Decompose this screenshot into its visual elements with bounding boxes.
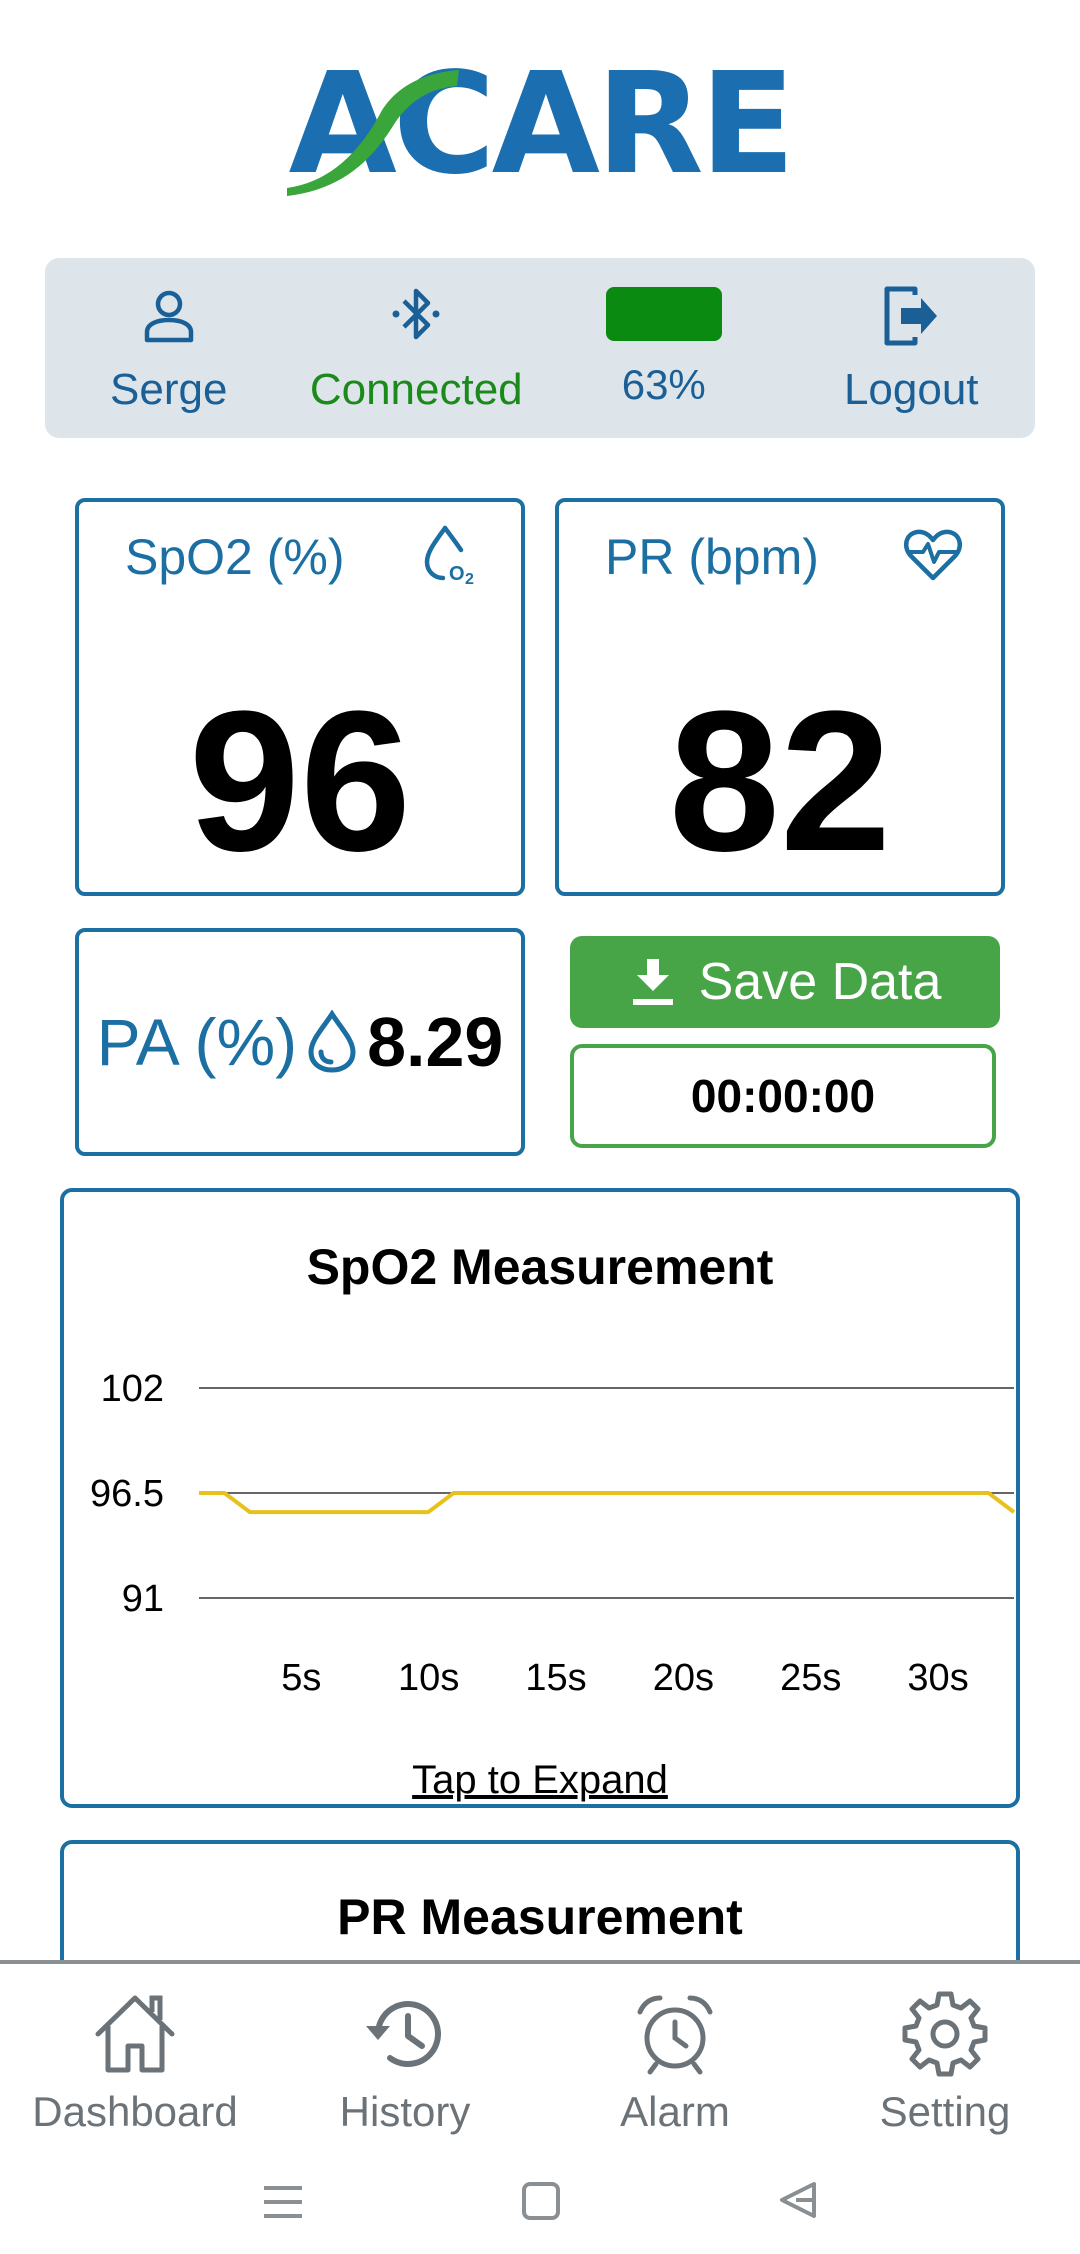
y-tick-label: 102 bbox=[101, 1368, 164, 1410]
logout-label: Logout bbox=[843, 365, 979, 414]
recording-timer: 00:00:00 bbox=[570, 1044, 996, 1148]
spo2-chart-card[interactable]: SpO2 Measurement 102 96.5 91 5s 10s 15s 20s 25s… bbox=[60, 1188, 1020, 1808]
spo2-series-line bbox=[199, 1491, 1016, 1515]
x-tick-label: 5s bbox=[281, 1657, 321, 1699]
pr-chart-card[interactable]: PR Measurement bbox=[60, 1840, 1020, 1980]
logo-swoosh-icon bbox=[286, 70, 459, 196]
nav-alarm[interactable]: Alarm bbox=[540, 1964, 810, 2150]
connection-status: Connected bbox=[309, 365, 523, 414]
pr-value: 82 bbox=[668, 670, 892, 893]
home-square-icon[interactable] bbox=[522, 2182, 560, 2220]
pa-title: PA (%) bbox=[96, 1005, 298, 1079]
battery-level: 63% bbox=[621, 361, 706, 408]
history-icon bbox=[366, 2001, 441, 2067]
spo2-card[interactable]: SpO2 (%) O 2 96 bbox=[75, 498, 525, 896]
heart-pulse-icon bbox=[903, 529, 963, 581]
nav-setting[interactable]: Setting bbox=[810, 1964, 1080, 2150]
battery-status: 63% bbox=[540, 258, 788, 438]
alarm-clock-icon bbox=[637, 1995, 713, 2075]
user-profile[interactable]: Serge bbox=[45, 258, 293, 438]
logout-icon bbox=[884, 286, 938, 346]
x-tick-label: 25s bbox=[780, 1657, 841, 1699]
spo2-chart-title: SpO2 Measurement bbox=[306, 1239, 774, 1295]
menu-icon[interactable] bbox=[264, 2186, 302, 2218]
x-tick-label: 20s bbox=[653, 1657, 714, 1699]
user-icon bbox=[144, 290, 193, 343]
save-data-label: Save Data bbox=[698, 953, 942, 1011]
nav-history[interactable]: History bbox=[270, 1964, 540, 2150]
nav-setting-label: Setting bbox=[879, 2088, 1011, 2135]
drop-icon bbox=[308, 1010, 356, 1073]
logo-text: ACARE bbox=[288, 43, 796, 206]
user-name: Serge bbox=[110, 365, 228, 414]
pr-card[interactable]: PR (bpm) 82 bbox=[555, 498, 1005, 896]
logout-button[interactable]: Logout bbox=[788, 258, 1036, 438]
oxygen-drop-icon: O 2 bbox=[424, 525, 474, 586]
nav-dashboard[interactable]: Dashboard bbox=[0, 1964, 270, 2150]
pa-value: 8.29 bbox=[367, 1003, 504, 1081]
bluetooth-icon bbox=[392, 288, 440, 340]
y-tick-label: 91 bbox=[122, 1578, 164, 1620]
download-icon bbox=[632, 959, 673, 1005]
x-tick-label: 15s bbox=[525, 1657, 586, 1699]
spo2-chart: 102 96.5 91 5s 10s 15s 20s 25s 30s bbox=[90, 1368, 1016, 1699]
pa-card[interactable]: PA (%) 8.29 bbox=[75, 928, 525, 1156]
nav-dashboard-label: Dashboard bbox=[32, 2088, 238, 2135]
pr-chart-title: PR Measurement bbox=[337, 1889, 743, 1945]
spo2-value: 96 bbox=[188, 670, 412, 893]
y-tick-label: 96.5 bbox=[90, 1473, 164, 1515]
app-logo: ACARE bbox=[0, 40, 1080, 210]
home-icon bbox=[95, 1995, 175, 2073]
x-tick-label: 10s bbox=[398, 1657, 459, 1699]
gear-icon bbox=[902, 1991, 988, 2077]
svg-text:O: O bbox=[449, 563, 465, 585]
bottom-nav: Dashboard History Alarm Setting bbox=[0, 1960, 1080, 2150]
back-icon[interactable] bbox=[780, 2182, 816, 2218]
tap-to-expand-link[interactable]: Tap to Expand bbox=[412, 1758, 668, 1802]
x-tick-label: 30s bbox=[907, 1657, 968, 1699]
battery-indicator bbox=[605, 287, 722, 341]
nav-alarm-label: Alarm bbox=[620, 2088, 730, 2135]
system-nav-bar bbox=[0, 2150, 1080, 2254]
pr-title: PR (bpm) bbox=[605, 529, 819, 585]
nav-history-label: History bbox=[339, 2088, 471, 2135]
status-bar: Serge Connected 63% Logout bbox=[45, 258, 1035, 438]
save-data-button[interactable]: Save Data bbox=[570, 936, 1000, 1028]
svg-text:2: 2 bbox=[465, 571, 474, 586]
spo2-title: SpO2 (%) bbox=[125, 529, 345, 585]
bluetooth-status[interactable]: Connected bbox=[293, 258, 541, 438]
